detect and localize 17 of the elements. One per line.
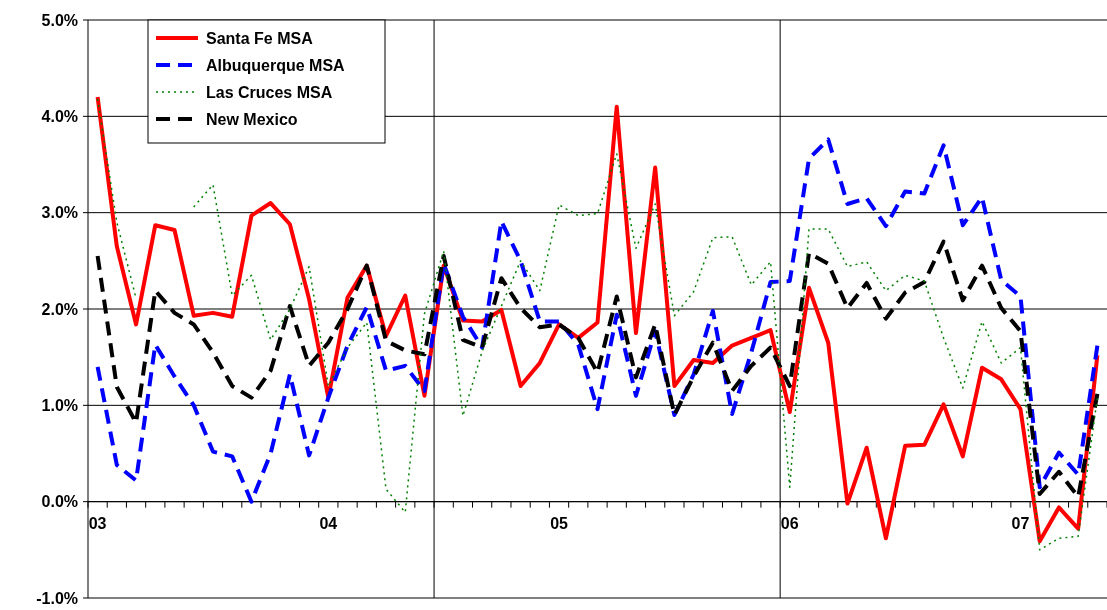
y-tick-label: 0.0% xyxy=(41,493,78,511)
legend-label: Santa Fe MSA xyxy=(206,29,314,47)
y-tick-label: -1.0% xyxy=(36,589,78,607)
y-tick-label: 5.0% xyxy=(41,11,78,29)
y-tick-label: 3.0% xyxy=(41,204,78,222)
legend-label: Las Cruces MSA xyxy=(206,83,333,101)
legend-label: Albuquerque MSA xyxy=(206,56,346,74)
x-tick-label: 04 xyxy=(319,515,338,533)
y-tick-label: 2.0% xyxy=(41,300,78,318)
x-tick-label: 06 xyxy=(780,515,799,533)
x-tick-label: 07 xyxy=(1011,515,1030,533)
x-tick-label: 03 xyxy=(88,515,107,533)
legend-label: New Mexico xyxy=(206,110,298,128)
line-series xyxy=(95,137,1100,504)
y-tick-label: 4.0% xyxy=(41,107,78,125)
y-tick-label: 1.0% xyxy=(41,396,78,414)
x-tick-label: 05 xyxy=(550,515,569,533)
